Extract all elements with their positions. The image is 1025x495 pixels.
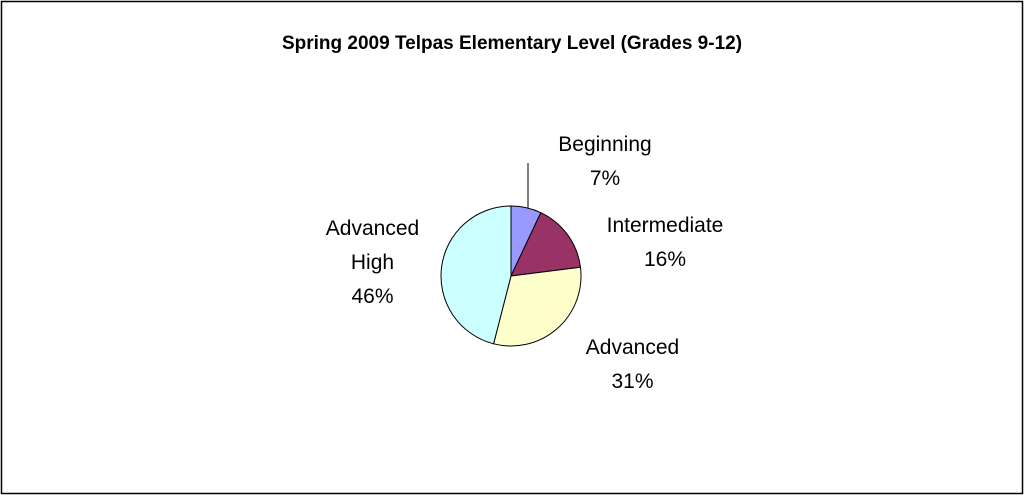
- pie-slice: [510, 211, 582, 277]
- value-label: 7%: [589, 167, 621, 190]
- data-label: Intermediate 16%: [600, 209, 730, 277]
- data-label: Beginning 7%: [545, 128, 665, 196]
- value-label: 46%: [351, 285, 394, 308]
- value-label: 16%: [643, 248, 687, 271]
- pie-slice: [440, 205, 512, 345]
- pie-slice: [492, 266, 582, 347]
- category-label: Intermediate: [606, 214, 724, 237]
- data-label: Advanced 31%: [565, 331, 700, 399]
- category-label: Advanced: [585, 336, 680, 359]
- value-label: 31%: [611, 370, 654, 393]
- data-label: Advanced High 46%: [315, 212, 430, 314]
- category-label: Advanced High: [325, 217, 420, 274]
- chart-title: Spring 2009 Telpas Elementary Level (Gra…: [282, 33, 742, 54]
- category-label: Beginning: [558, 133, 652, 156]
